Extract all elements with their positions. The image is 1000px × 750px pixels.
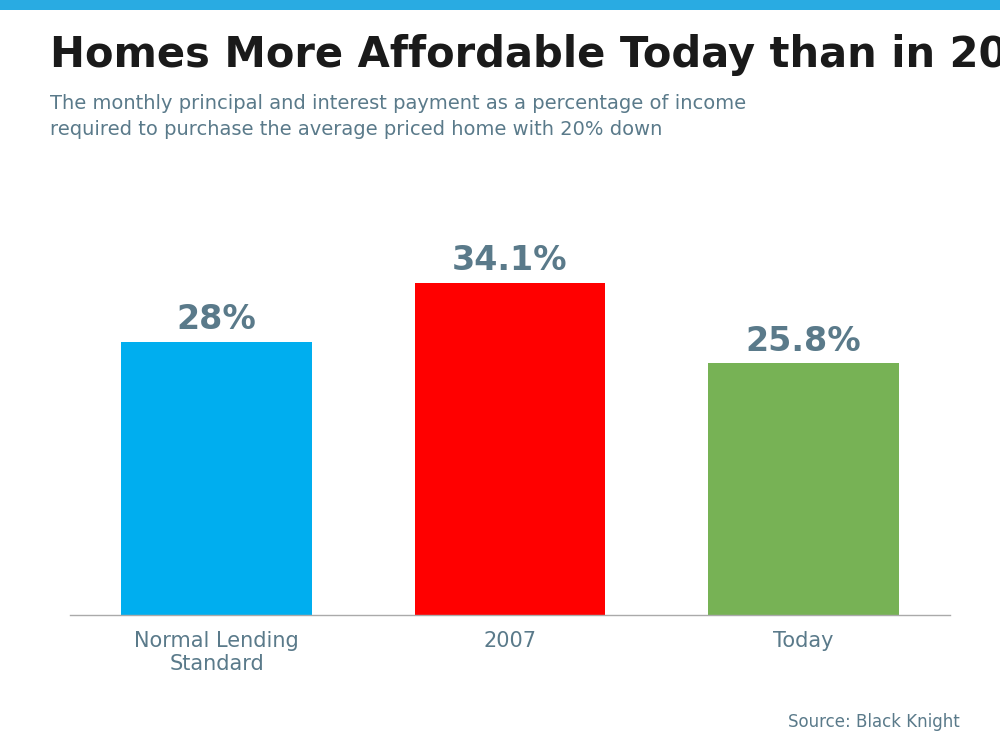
Text: 34.1%: 34.1% — [452, 244, 568, 277]
Bar — [415, 283, 605, 615]
Bar — [121, 342, 312, 615]
Text: Homes More Affordable Today than in 2007: Homes More Affordable Today than in 2007 — [50, 34, 1000, 76]
Bar — [708, 364, 899, 615]
Text: The monthly principal and interest payment as a percentage of income
required to: The monthly principal and interest payme… — [50, 94, 746, 140]
Text: 25.8%: 25.8% — [746, 325, 861, 358]
Text: Source: Black Knight: Source: Black Knight — [788, 713, 960, 731]
Text: 28%: 28% — [177, 303, 257, 336]
